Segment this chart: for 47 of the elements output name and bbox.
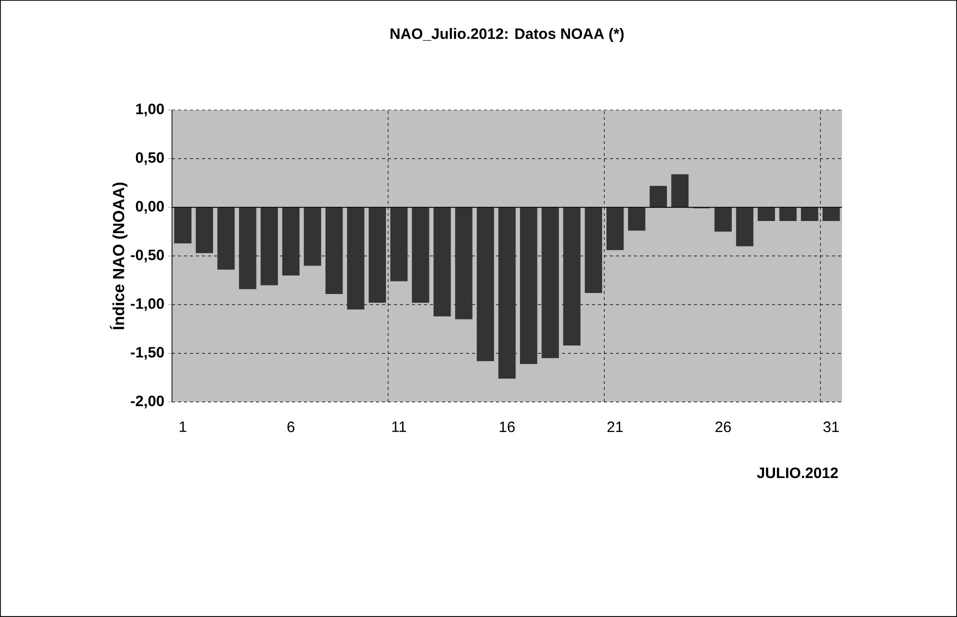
bar <box>779 207 797 221</box>
bar <box>628 207 646 231</box>
bar <box>476 207 494 362</box>
x-tick-label: 6 <box>287 422 294 432</box>
bar <box>304 207 322 266</box>
bar <box>800 207 818 221</box>
bar <box>260 207 278 286</box>
bar <box>412 207 430 303</box>
x-tick-label: 31 <box>823 422 839 432</box>
y-tick-label: -1,50 <box>130 346 164 360</box>
x-tick-label: 1 <box>180 422 186 432</box>
x-tick-label: 11 <box>392 422 406 432</box>
y-axis-title: Índice NAO (NOAA) <box>110 182 128 330</box>
bar <box>736 207 754 246</box>
bar <box>434 207 451 316</box>
x-axis-title: JULIO.2012 <box>756 468 838 478</box>
y-tick-label: 0,00 <box>136 200 164 214</box>
bar <box>217 207 235 270</box>
bar <box>758 207 776 221</box>
bar <box>455 207 472 320</box>
bar <box>563 207 580 346</box>
bar <box>390 207 408 282</box>
y-tick-label: 1,00 <box>136 104 164 116</box>
x-tick-label: 21 <box>607 422 623 432</box>
y-tick-label: -0,50 <box>130 250 164 262</box>
bar <box>282 207 300 276</box>
bar <box>520 207 538 364</box>
bar <box>714 207 732 232</box>
bar <box>650 186 667 208</box>
bar <box>584 207 602 293</box>
bar <box>325 207 343 294</box>
y-tick-label: -1,00 <box>130 298 164 312</box>
bar <box>347 207 364 310</box>
bar <box>368 207 386 303</box>
x-tick-label: 26 <box>716 422 731 432</box>
bar <box>174 207 192 244</box>
bar <box>196 207 214 254</box>
x-tick-label: 16 <box>500 422 515 432</box>
bar <box>822 207 840 221</box>
bar <box>671 174 689 208</box>
bar <box>239 207 256 290</box>
bar <box>542 207 559 358</box>
chart-title: NAO_Julio.2012: Datos NOAA (*) <box>390 28 624 42</box>
y-tick-label: 0,50 <box>136 152 164 166</box>
bar <box>498 207 516 379</box>
y-tick-label: -2,00 <box>130 396 164 408</box>
bar <box>606 207 624 250</box>
